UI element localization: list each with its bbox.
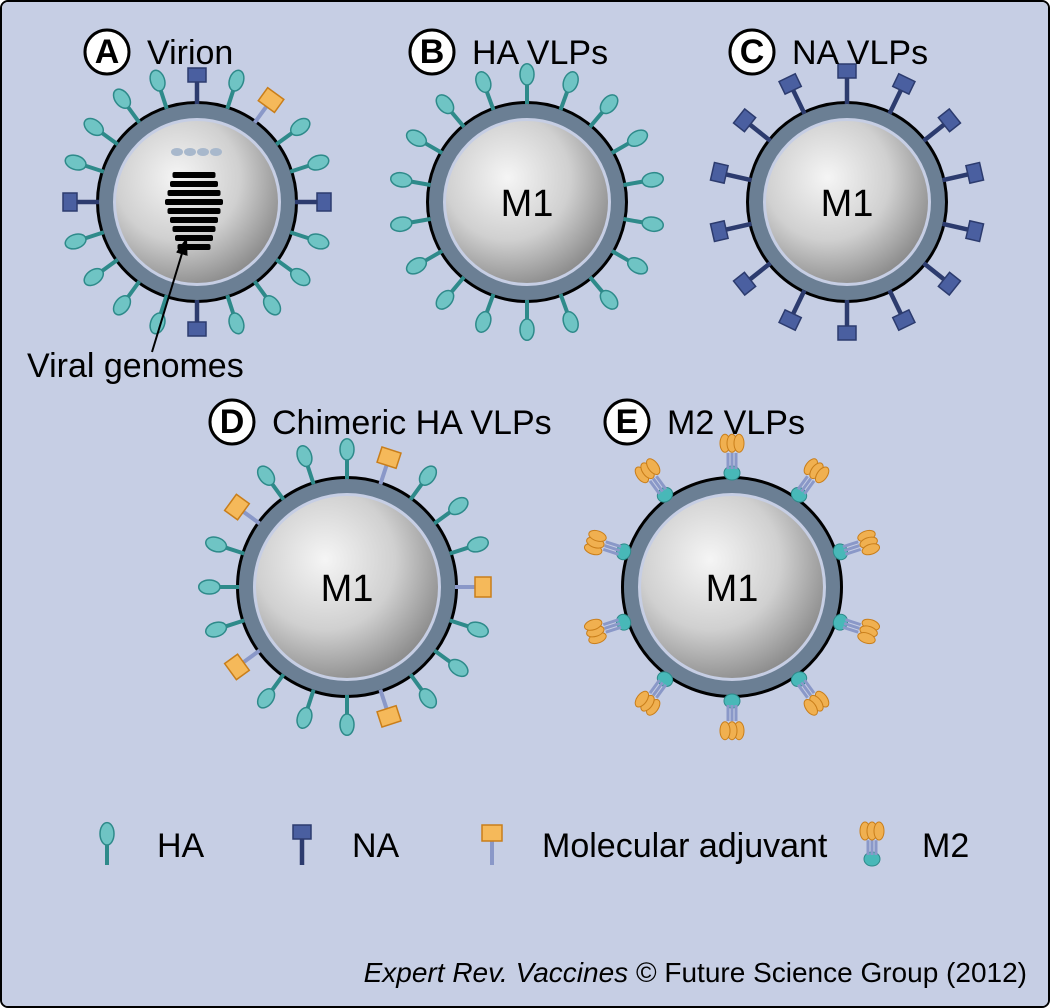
figure-credit: Expert Rev. Vaccines © Future Science Gr… bbox=[364, 957, 1027, 988]
legend-label: M2 bbox=[922, 827, 969, 865]
vlp-figure: A Virion M1 B HA VLPs M1 C NA VLPs M1 D Chimeric H… bbox=[0, 0, 1050, 1008]
particle-center-label: M1 bbox=[501, 183, 554, 225]
legend-label: Molecular adjuvant bbox=[542, 827, 828, 865]
panel-badge-label: E bbox=[616, 403, 639, 441]
legend-label: NA bbox=[352, 827, 400, 865]
panel-badge-label: A bbox=[95, 33, 120, 71]
panel-title: HA VLPs bbox=[472, 34, 608, 72]
figure-svg: A Virion M1 B HA VLPs M1 C NA VLPs M1 D Chimeric H… bbox=[2, 2, 1050, 1008]
panel-title: NA VLPs bbox=[792, 34, 928, 72]
particle-center-label: M1 bbox=[321, 568, 374, 610]
panel-badge-label: B bbox=[420, 33, 445, 71]
panel-badge-label: D bbox=[220, 403, 245, 441]
legend-label: HA bbox=[157, 827, 205, 865]
panel-badge-label: C bbox=[740, 33, 765, 71]
particle-center-label: M1 bbox=[821, 183, 874, 225]
panel-title: Virion bbox=[147, 34, 233, 72]
genome-annotation: Viral genomes bbox=[27, 347, 244, 385]
particle-center-label: M1 bbox=[706, 568, 759, 610]
panel-title: M2 VLPs bbox=[667, 404, 805, 442]
panel-title: Chimeric HA VLPs bbox=[272, 404, 552, 442]
